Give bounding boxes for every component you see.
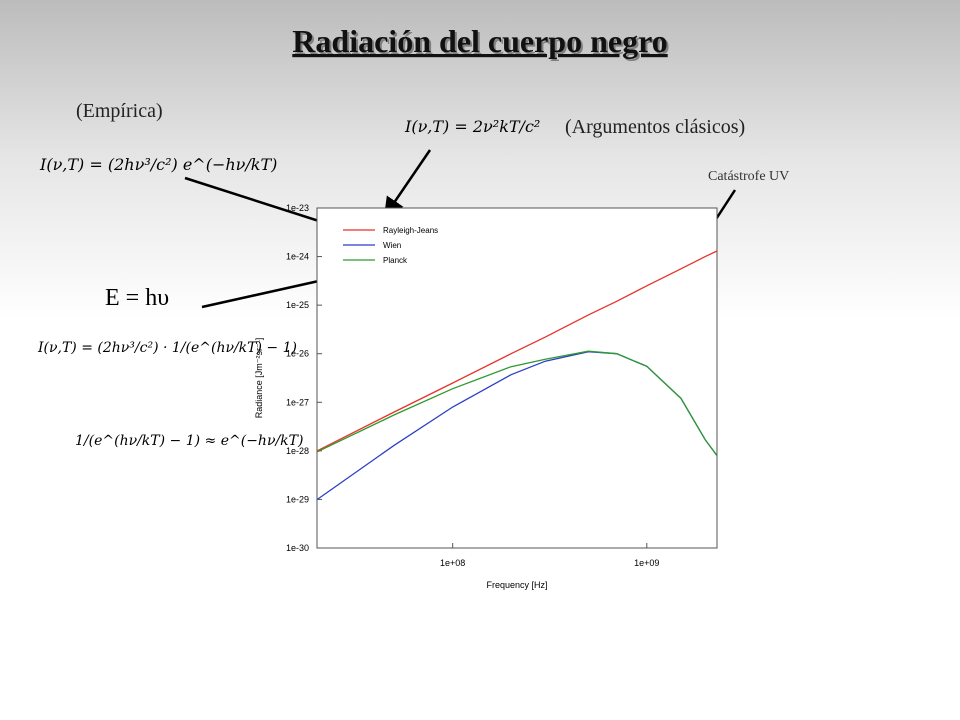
y-tick-label: 1e-30 <box>286 543 309 553</box>
legend-label: Rayleigh-Jeans <box>383 226 438 235</box>
classical-label: (Argumentos clásicos) <box>565 116 745 138</box>
formula-approx: 1/(e^(hν/kT) − 1) ≈ e^(−hν/kT) <box>75 433 303 449</box>
x-axis-label: Frequency [Hz] <box>486 580 547 590</box>
y-tick-label: 1e-26 <box>286 349 309 359</box>
y-tick-label: 1e-23 <box>286 203 309 213</box>
legend-label: Wien <box>383 241 401 250</box>
y-tick-label: 1e-28 <box>286 446 309 456</box>
title: Radiación del cuerpo negro <box>292 23 667 59</box>
chart: 1e-30 1e-29 1e-28 1e-27 1e-26 1e-25 1e-24 1e-23… <box>254 203 718 590</box>
formula-classical: I(ν,T) = 2ν²kT/c² <box>404 117 540 136</box>
y-tick-label: 1e-24 <box>286 252 309 262</box>
title-shadow: Radiación del cuerpo negro <box>294 25 669 61</box>
formula-energy: E = hυ <box>105 285 169 311</box>
series-line <box>316 250 718 452</box>
uv-label: Catástrofe UV <box>708 169 789 184</box>
formula-empirical: I(ν,T) = (2hν³/c²) e^(−hν/kT) <box>39 155 277 174</box>
x-tick-label: 1e+08 <box>440 558 465 568</box>
x-tick-label: 1e+09 <box>634 558 659 568</box>
y-tick-label: 1e-25 <box>286 300 309 310</box>
legend-label: Planck <box>383 256 408 265</box>
arrow <box>383 149 432 218</box>
plot-area <box>316 207 718 549</box>
empirical-label: (Empírica) <box>76 100 163 122</box>
formula-planck: I(ν,T) = (2hν³/c²) · 1/(e^(hν/kT) − 1) <box>37 340 297 356</box>
y-tick-label: 1e-27 <box>286 397 309 407</box>
y-tick-label: 1e-29 <box>286 494 309 504</box>
series-line <box>316 350 718 456</box>
y-axis-label: Radiance [Jm⁻²sr⁻¹] <box>254 338 264 419</box>
